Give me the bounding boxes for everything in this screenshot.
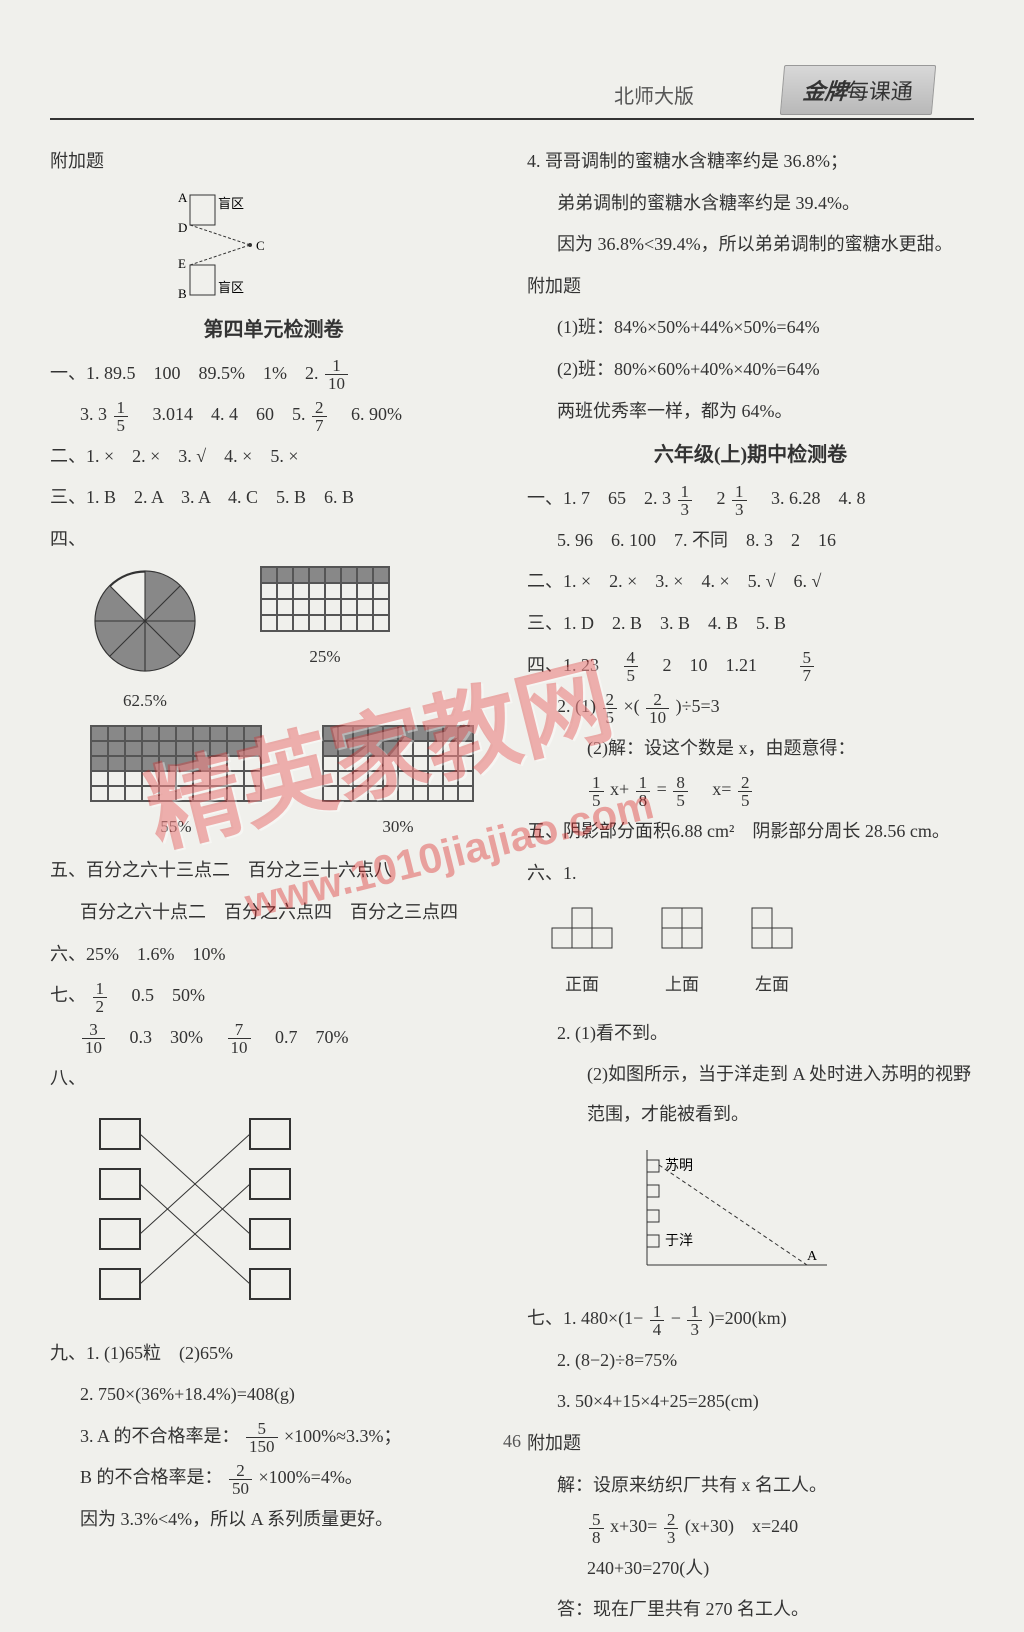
grid55-label: 55% (160, 817, 191, 836)
badge-rest: 每课通 (846, 79, 914, 104)
r2: 弟弟调制的蜜糖水含糖率约是 39.4%。 (527, 184, 974, 224)
svg-text:盲区: 盲区 (218, 280, 244, 295)
r7: 两班优秀率一样，都为 64%。 (527, 392, 974, 432)
l11: 九、1. (1)65粒 (2)65% (50, 1334, 497, 1374)
midterm-title: 六年级(上)期中检测卷 (527, 433, 974, 477)
grid25-block: 25% (260, 566, 390, 719)
sight-line-diagram: 苏明 于洋 A (527, 1145, 974, 1290)
suming-label: 苏明 (665, 1158, 693, 1174)
blind-zone-diagram: 盲区 盲区 A D E B C (50, 190, 497, 300)
m15: 3. 50×4+15×4+25=285(cm) (527, 1382, 974, 1422)
view-front: 正面 (547, 903, 617, 1004)
l5: 四、 (50, 520, 497, 560)
left-column: 附加题 盲区 盲区 A D E B C 第四单元检测卷 一、1. 89.5 10… (50, 140, 497, 1632)
matching-diagram (50, 1109, 497, 1324)
point-a: A (807, 1249, 818, 1264)
yuyang-label: 于洋 (665, 1233, 693, 1249)
three-views: 正面 上面 左面 (527, 903, 974, 1004)
l9: 310 0.3 30% 710 0.7 70% (50, 1018, 497, 1058)
r5: (1)班：84%×50%+44%×50%=64% (527, 308, 974, 348)
r4: 附加题 (527, 267, 974, 307)
page-header: 北师大版 金牌每课通 (50, 40, 974, 120)
l1: 一、1. 89.5 100 89.5% 1% 2. 110 (50, 354, 497, 394)
svg-text:C: C (256, 238, 265, 253)
header-badge: 金牌每课通 (780, 65, 936, 115)
pie-row: 62.5% 25% (50, 566, 497, 719)
m18: 58 x+30= 23 (x+30) x=240 (527, 1507, 974, 1547)
view-top: 上面 (657, 903, 707, 1004)
main-columns: 附加题 盲区 盲区 A D E B C 第四单元检测卷 一、1. 89.5 10… (50, 140, 974, 1632)
l4: 三、1. B 2. A 3. A 4. C 5. B 6. B (50, 478, 497, 518)
m11: 2. (1)看不到。 (527, 1014, 974, 1054)
right-column: 4. 哥哥调制的蜜糖水含糖率约是 36.8%； 弟弟调制的蜜糖水含糖率约是 39… (527, 140, 974, 1632)
l8: 七、 12 0.5 50% (50, 976, 497, 1016)
m1: 一、1. 7 65 2. 3 13 2 13 3. 6.28 4. 8 (527, 479, 974, 519)
svg-text:E: E (178, 256, 186, 271)
pie-chart-icon (90, 566, 200, 676)
grid55-block: 55% (90, 725, 262, 845)
view-left: 左面 (747, 903, 797, 1004)
grid30-block: 30% (322, 725, 474, 845)
bonus-label: 附加题 (50, 142, 497, 182)
svg-text:A: A (178, 190, 188, 205)
l6: 五、百分之六十三点二 百分之三十六点八 (50, 851, 497, 891)
grid25-label: 25% (309, 647, 340, 666)
m12: (2)如图所示，当于洋走到 A 处时进入苏明的视野范围，才能被看到。 (527, 1055, 974, 1134)
r3: 因为 36.8%<39.4%，所以弟弟调制的蜜糖水更甜。 (527, 225, 974, 265)
grid-row2: 55% 30% (50, 725, 497, 845)
page-number: 46 (0, 1431, 1024, 1452)
m5: 四、1. 23 45 2 10 1.21 57 (527, 646, 974, 686)
svg-text:盲区: 盲区 (218, 196, 244, 211)
unit4-title: 第四单元检测卷 (50, 308, 497, 352)
grid30-label: 30% (382, 817, 413, 836)
l2: 3. 3 15 3.014 4. 4 60 5. 27 6. 90% (50, 395, 497, 435)
l7: 六、25% 1.6% 10% (50, 935, 497, 975)
l6b: 百分之六十点二 百分之六点四 百分之三点四 (50, 893, 497, 933)
badge-bold: 金牌 (802, 79, 848, 104)
m9: 五、阴影部分面积6.88 cm² 阴影部分周长 28.56 cm。 (527, 812, 974, 852)
svg-text:D: D (178, 220, 187, 235)
header-version: 北师大版 (614, 80, 694, 109)
r6: (2)班：80%×60%+40%×40%=64% (527, 350, 974, 390)
l14: B 的不合格率是： 250 ×100%=4%。 (50, 1458, 497, 1498)
pie-625-block: 62.5% (90, 566, 200, 719)
l10: 八、 (50, 1059, 497, 1099)
svg-text:B: B (178, 286, 187, 300)
l15: 因为 3.3%<4%，所以 A 系列质量更好。 (50, 1500, 497, 1540)
m4: 三、1. D 2. B 3. B 4. B 5. B (527, 604, 974, 644)
m10: 六、1. (527, 854, 974, 894)
m8: 15 x+ 18 = 85 x= 25 (527, 770, 974, 810)
l3: 二、1. × 2. × 3. √ 4. × 5. × (50, 437, 497, 477)
m14: 2. (8−2)÷8=75% (527, 1341, 974, 1381)
m19: 240+30=270(人) (527, 1549, 974, 1589)
m7: (2)解：设这个数是 x，由题意得： (527, 729, 974, 769)
m17: 解：设原来纺织厂共有 x 名工人。 (527, 1466, 974, 1506)
pie-label: 62.5% (123, 691, 167, 710)
r1: 4. 哥哥调制的蜜糖水含糖率约是 36.8%； (527, 142, 974, 182)
m6: 2. (1) 25 ×( 210 )÷5=3 (527, 687, 974, 727)
frac: 110 (325, 357, 348, 392)
m3: 二、1. × 2. × 3. × 4. × 5. √ 6. √ (527, 562, 974, 602)
m13: 七、1. 480×(1− 14 − 13 )=200(km) (527, 1299, 974, 1339)
l12: 2. 750×(36%+18.4%)=408(g) (50, 1375, 497, 1415)
m20: 答：现在厂里共有 270 名工人。 (527, 1590, 974, 1630)
m2: 5. 96 6. 100 7. 不同 8. 3 2 16 (527, 521, 974, 561)
